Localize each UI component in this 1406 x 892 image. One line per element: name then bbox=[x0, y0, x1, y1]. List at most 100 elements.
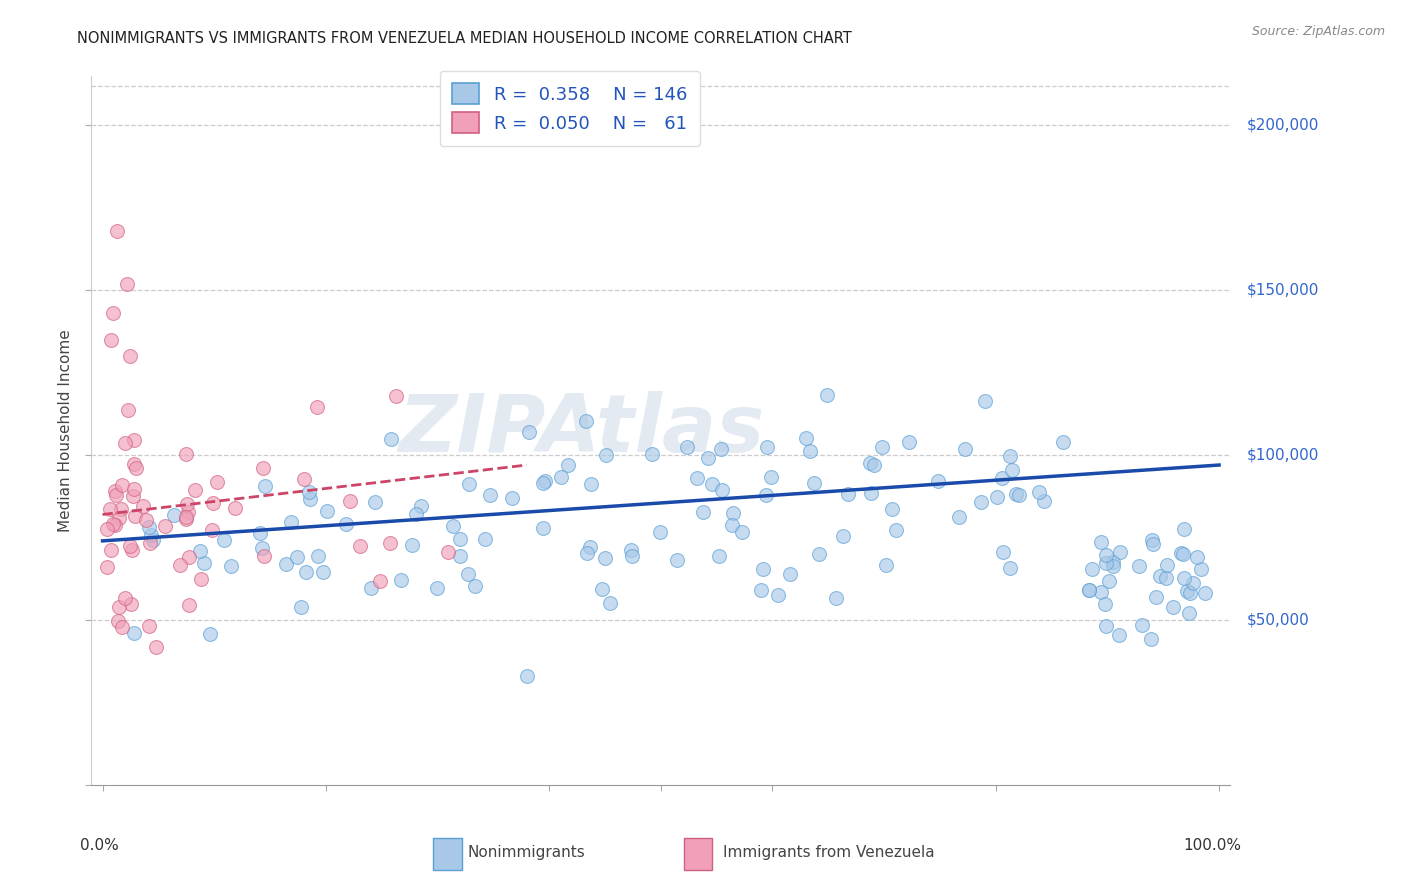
Point bbox=[692, 505, 714, 519]
Point bbox=[142, 533, 165, 547]
Point bbox=[534, 474, 557, 488]
Text: $50,000: $50,000 bbox=[1247, 613, 1310, 628]
Point bbox=[749, 583, 772, 598]
Point bbox=[250, 541, 273, 555]
Point bbox=[697, 450, 720, 465]
Point bbox=[163, 508, 186, 522]
Point bbox=[1032, 494, 1054, 508]
Point bbox=[620, 543, 643, 558]
Point bbox=[405, 508, 427, 522]
Point bbox=[1173, 572, 1195, 586]
Point bbox=[198, 627, 221, 641]
Point bbox=[803, 476, 825, 491]
Point bbox=[1101, 558, 1123, 573]
Point bbox=[458, 477, 481, 491]
FancyBboxPatch shape bbox=[683, 838, 711, 870]
Point bbox=[111, 620, 134, 634]
Point bbox=[578, 540, 600, 554]
Point bbox=[457, 566, 479, 581]
Text: Source: ZipAtlas.com: Source: ZipAtlas.com bbox=[1251, 25, 1385, 38]
Point bbox=[1170, 546, 1192, 560]
Point bbox=[276, 558, 298, 572]
Point bbox=[955, 442, 977, 456]
Point bbox=[1163, 599, 1185, 614]
Point bbox=[292, 472, 315, 486]
FancyBboxPatch shape bbox=[433, 838, 461, 870]
Legend: R =  0.358    N = 146, R =  0.050    N =   61: R = 0.358 N = 146, R = 0.050 N = 61 bbox=[440, 70, 700, 145]
Point bbox=[710, 442, 733, 456]
Point bbox=[441, 519, 464, 533]
Point bbox=[305, 401, 328, 415]
Text: $150,000: $150,000 bbox=[1247, 283, 1320, 298]
Point bbox=[104, 518, 127, 533]
Point bbox=[364, 495, 387, 509]
Point bbox=[122, 625, 145, 640]
Point bbox=[190, 544, 212, 558]
Point bbox=[474, 532, 496, 546]
Point bbox=[581, 476, 603, 491]
Point bbox=[970, 495, 993, 509]
Point bbox=[1098, 574, 1121, 588]
Point bbox=[298, 485, 321, 500]
Point bbox=[335, 516, 357, 531]
Point bbox=[779, 566, 801, 581]
Point bbox=[1090, 535, 1112, 549]
Point bbox=[595, 448, 617, 462]
Point bbox=[794, 431, 817, 445]
Point bbox=[1008, 488, 1031, 502]
Point bbox=[1140, 533, 1163, 547]
Point bbox=[449, 532, 471, 546]
Point bbox=[1149, 569, 1171, 583]
Point bbox=[132, 499, 155, 513]
Point bbox=[254, 479, 277, 493]
Point bbox=[138, 619, 160, 633]
Point bbox=[620, 549, 643, 564]
Point bbox=[437, 545, 460, 559]
Point bbox=[531, 475, 554, 490]
Point bbox=[115, 277, 138, 291]
Point bbox=[993, 545, 1015, 559]
Point bbox=[766, 588, 789, 602]
Point bbox=[135, 513, 157, 527]
Point bbox=[124, 509, 146, 524]
Point bbox=[176, 497, 198, 511]
Text: 100.0%: 100.0% bbox=[1184, 838, 1241, 853]
Point bbox=[875, 558, 897, 572]
Point bbox=[224, 500, 246, 515]
Point bbox=[139, 535, 162, 549]
Point bbox=[1156, 558, 1178, 572]
Point bbox=[898, 434, 921, 449]
Point bbox=[124, 458, 146, 472]
Point bbox=[360, 581, 382, 595]
Point bbox=[298, 492, 321, 507]
Point bbox=[249, 526, 271, 541]
Point bbox=[986, 491, 1008, 505]
Point bbox=[111, 477, 134, 491]
Point bbox=[648, 524, 671, 539]
Point bbox=[145, 640, 167, 655]
Point bbox=[426, 581, 449, 595]
Point bbox=[666, 553, 689, 567]
Point bbox=[290, 600, 312, 615]
Point bbox=[702, 477, 724, 491]
Point bbox=[98, 501, 121, 516]
Point bbox=[599, 596, 621, 610]
Point bbox=[101, 306, 124, 320]
Point bbox=[550, 470, 572, 484]
Point bbox=[1173, 522, 1195, 536]
Point bbox=[179, 550, 201, 565]
Point bbox=[122, 483, 145, 497]
Point bbox=[759, 470, 782, 484]
Point bbox=[110, 501, 132, 516]
Point bbox=[177, 505, 200, 519]
Point bbox=[307, 549, 329, 564]
Point bbox=[721, 506, 744, 520]
Text: 0.0%: 0.0% bbox=[80, 838, 118, 853]
Point bbox=[1005, 487, 1028, 501]
Point bbox=[1095, 618, 1118, 632]
Point bbox=[104, 484, 127, 499]
Point bbox=[339, 493, 361, 508]
Point bbox=[1139, 632, 1161, 646]
Text: ZIPAtlas: ZIPAtlas bbox=[398, 392, 765, 469]
Point bbox=[253, 549, 276, 563]
